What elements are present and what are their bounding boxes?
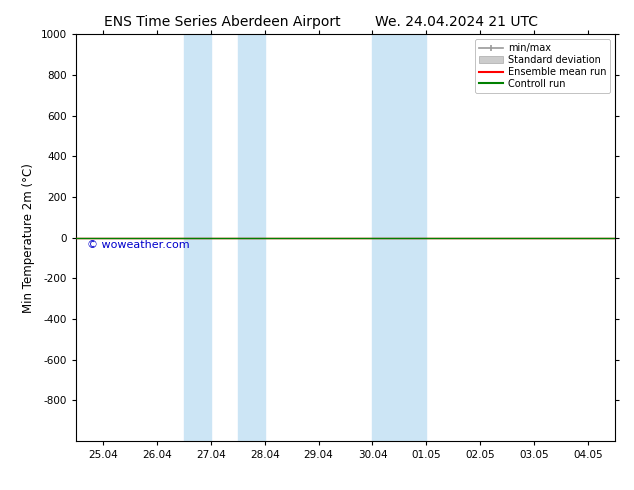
Bar: [238, 34, 265, 441]
Bar: [373, 34, 399, 441]
Text: © woweather.com: © woweather.com: [87, 240, 190, 250]
Bar: [399, 34, 426, 441]
Bar: [184, 34, 210, 441]
Y-axis label: Min Temperature 2m (°C): Min Temperature 2m (°C): [22, 163, 36, 313]
Text: We. 24.04.2024 21 UTC: We. 24.04.2024 21 UTC: [375, 15, 538, 29]
Text: ENS Time Series Aberdeen Airport: ENS Time Series Aberdeen Airport: [103, 15, 340, 29]
Legend: min/max, Standard deviation, Ensemble mean run, Controll run: min/max, Standard deviation, Ensemble me…: [475, 39, 610, 93]
